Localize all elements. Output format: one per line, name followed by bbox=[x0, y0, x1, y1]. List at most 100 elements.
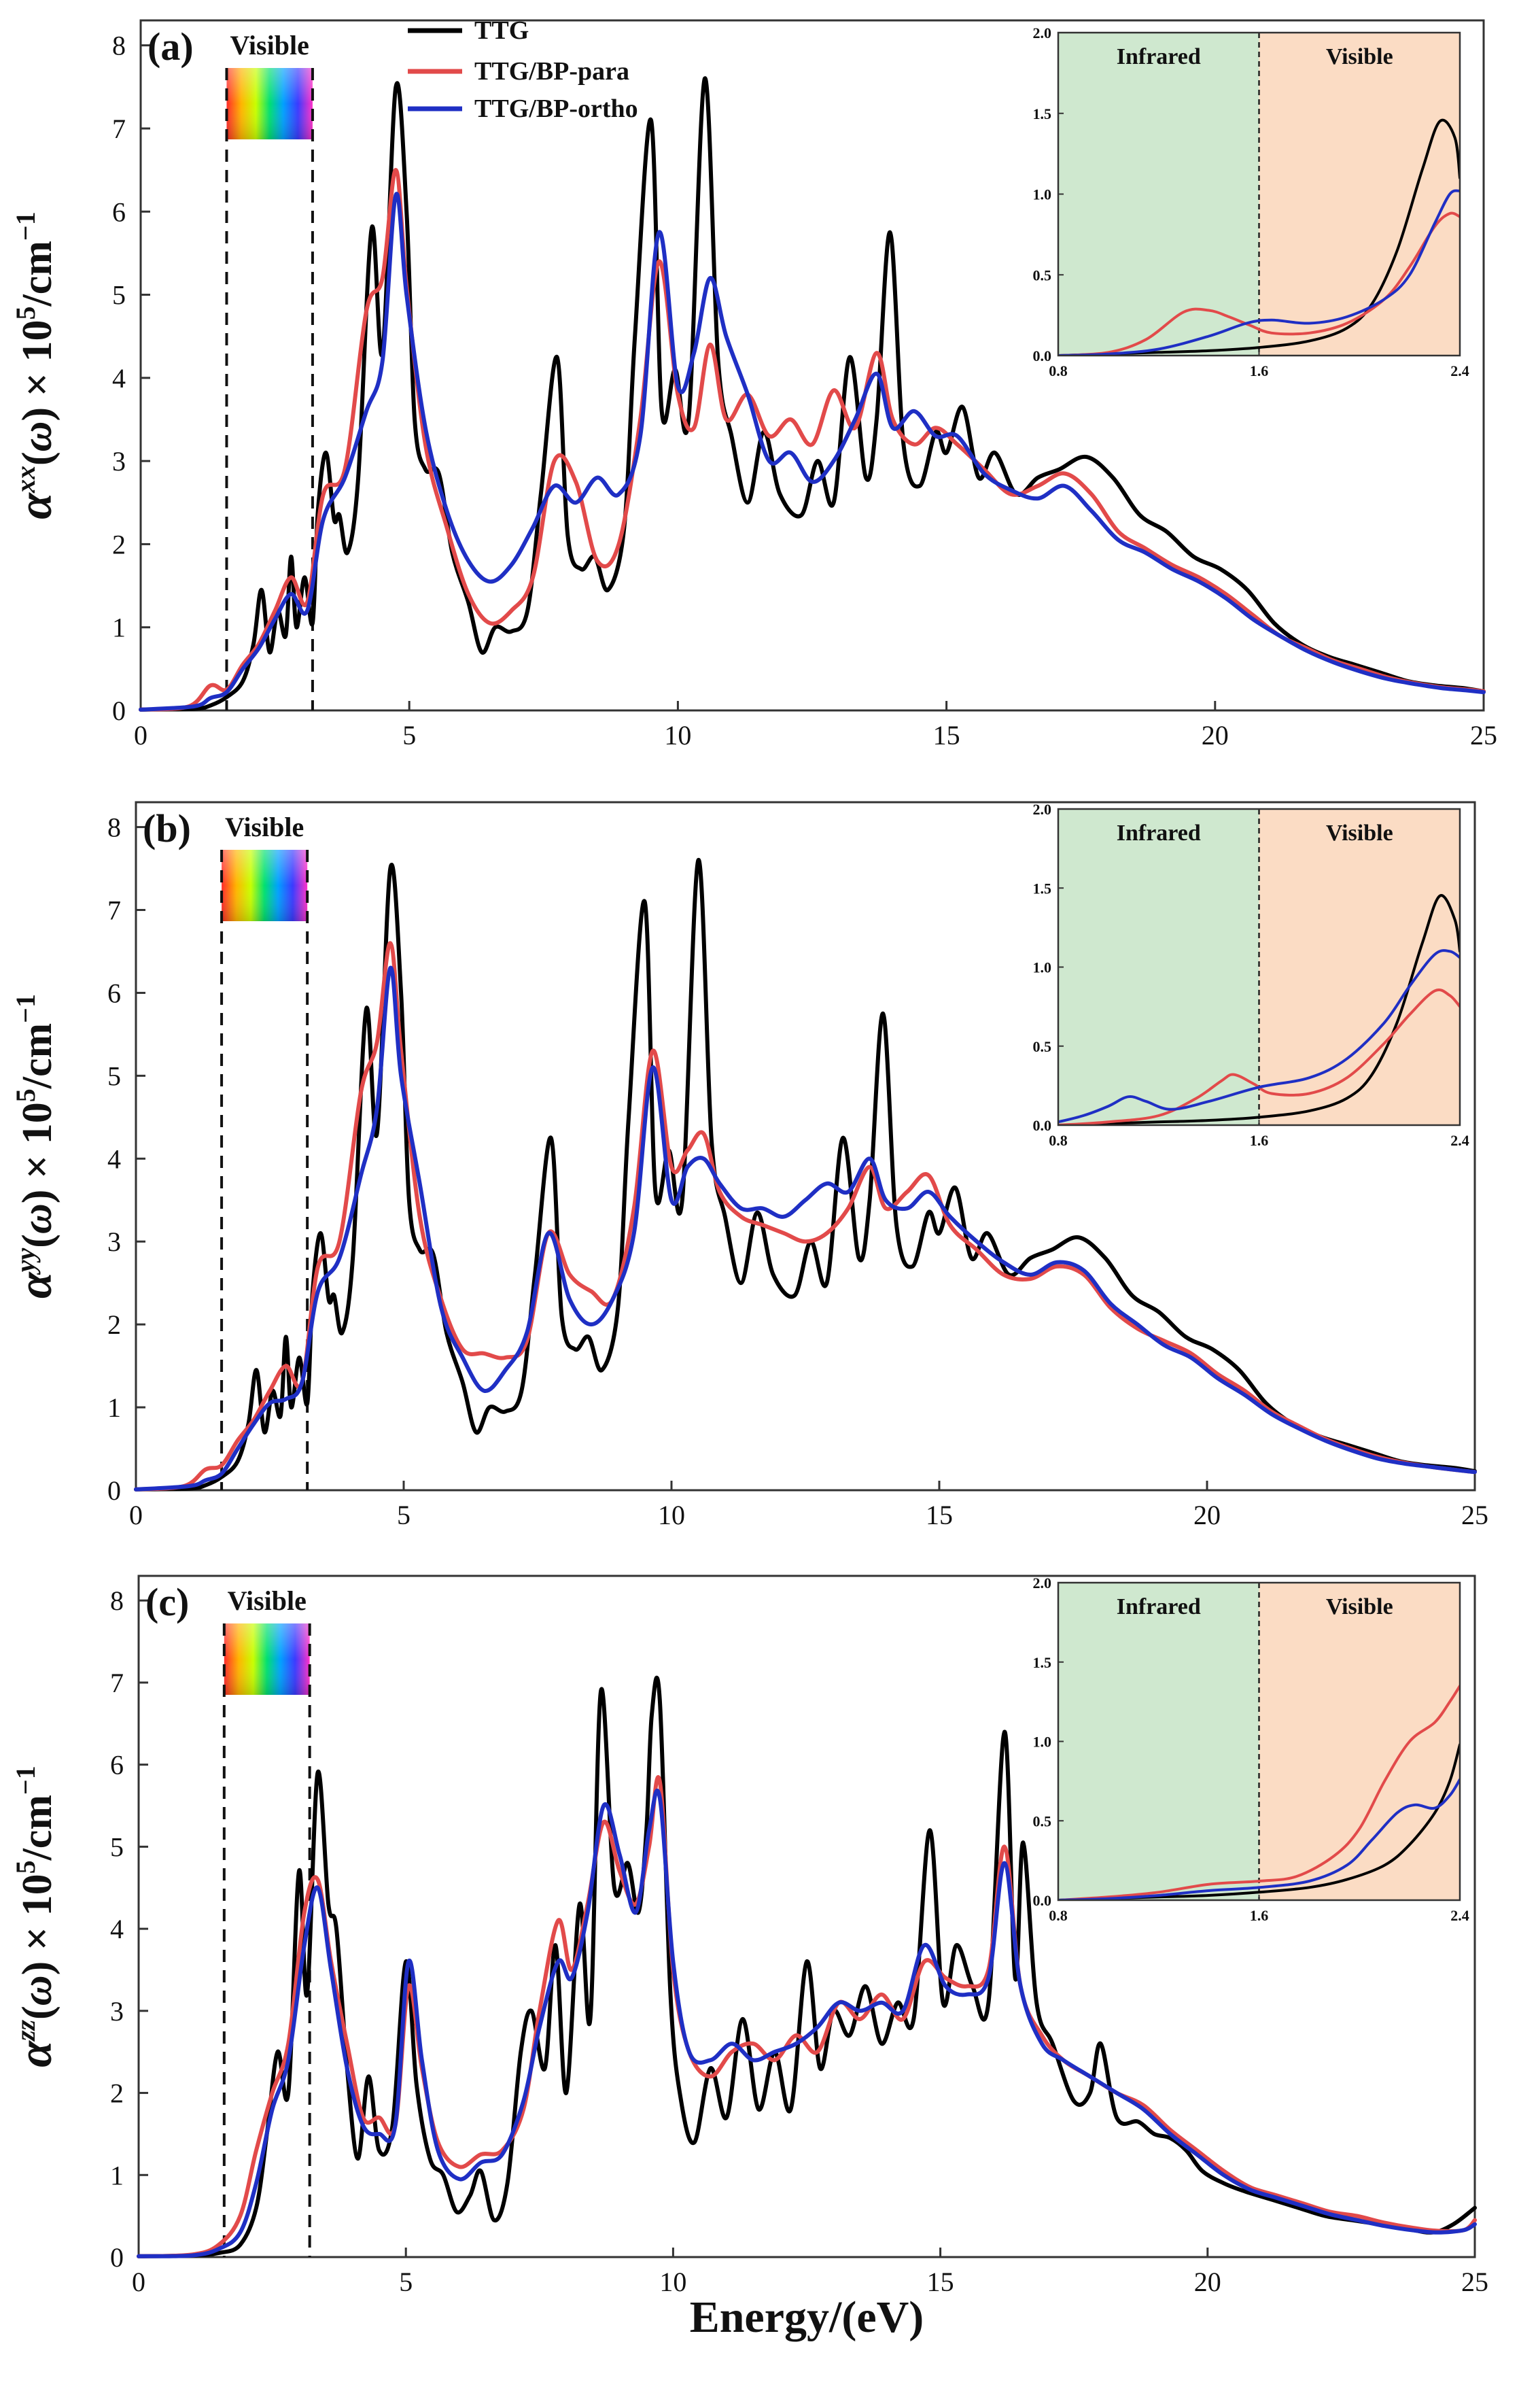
y-axis-label-part: /cm bbox=[14, 241, 60, 307]
inset-infrared-label: Infrared bbox=[1117, 821, 1201, 846]
inset-series-line-ttg-bp-ortho bbox=[1058, 1778, 1460, 1900]
visible-spectrum-shade bbox=[226, 68, 313, 139]
visible-window-label: Visible bbox=[225, 812, 304, 842]
inset-y-tick-label: 1.5 bbox=[1033, 105, 1052, 122]
inset-y-tick-label: 2.0 bbox=[1033, 801, 1052, 818]
inset-x-tick-label: 1.6 bbox=[1250, 1907, 1269, 1924]
inset-y-tick-label: 1.5 bbox=[1033, 880, 1052, 897]
inset-visible-label: Visible bbox=[1326, 44, 1393, 69]
x-tick-label: 5 bbox=[402, 720, 416, 751]
inset-visible-region bbox=[1259, 809, 1460, 1125]
y-axis-label-part: zz bbox=[10, 2019, 41, 2042]
series-line-ttg bbox=[134, 858, 1477, 1492]
inset-x-tick-label: 2.4 bbox=[1450, 362, 1469, 379]
x-tick-label: 15 bbox=[933, 720, 960, 751]
inset-y-tick-label: 0.0 bbox=[1033, 1892, 1052, 1909]
y-tick-label: 6 bbox=[107, 978, 121, 1008]
inset-y-tick-label: 0.5 bbox=[1033, 1038, 1052, 1055]
inset-y-tick-label: 0.0 bbox=[1033, 347, 1052, 364]
inset-y-tick-label: 1.0 bbox=[1033, 1734, 1052, 1751]
y-tick-label: 3 bbox=[107, 1226, 121, 1257]
inset-series-line-ttg bbox=[1058, 118, 1460, 356]
inset-y-tick-label: 2.0 bbox=[1033, 24, 1052, 41]
y-axis-label-part: /cm bbox=[14, 1795, 60, 1861]
y-tick-label: 5 bbox=[112, 280, 126, 311]
y-tick-label: 6 bbox=[110, 1750, 124, 1781]
y-tick-label: 4 bbox=[107, 1143, 121, 1174]
visible-spectrum-shade bbox=[222, 850, 308, 921]
x-tick-label: 20 bbox=[1194, 2267, 1221, 2297]
inset-y-tick-label: 2.0 bbox=[1033, 1575, 1052, 1592]
x-tick-label: 25 bbox=[1470, 720, 1497, 751]
x-tick-label: 0 bbox=[134, 720, 147, 751]
x-tick-label: 0 bbox=[132, 2267, 145, 2297]
inset-y-tick-label: 0.0 bbox=[1033, 1117, 1052, 1134]
y-tick-label: 1 bbox=[112, 613, 126, 643]
series-line-ttg-bp-para bbox=[134, 941, 1477, 1492]
x-tick-label: 0 bbox=[129, 1500, 143, 1530]
inset-series-line-ttg bbox=[1058, 894, 1460, 1125]
series-line-ttg-bp-ortho bbox=[137, 1789, 1477, 2258]
legend-label-0: TTG bbox=[474, 16, 529, 45]
y-tick-label: 8 bbox=[110, 1585, 124, 1616]
y-tick-label: 5 bbox=[107, 1061, 121, 1091]
visible-spectrum-shade bbox=[224, 1623, 310, 1695]
x-tick-label: 5 bbox=[399, 2267, 413, 2297]
x-tick-label: 10 bbox=[659, 2267, 686, 2297]
x-tick-label: 5 bbox=[397, 1500, 411, 1530]
inset-y-tick-label: 1.0 bbox=[1033, 959, 1052, 976]
x-tick-label: 10 bbox=[658, 1500, 685, 1530]
y-axis-label-part: 5 bbox=[10, 306, 41, 320]
y-tick-label: 5 bbox=[110, 1831, 124, 1862]
inset-infrared-region bbox=[1058, 809, 1259, 1125]
y-tick-label: 6 bbox=[112, 196, 126, 227]
panel-label: (a) bbox=[147, 24, 194, 69]
x-tick-label: 15 bbox=[926, 1500, 953, 1530]
inset-x-tick-label: 1.6 bbox=[1250, 362, 1269, 379]
panel-label: (b) bbox=[143, 806, 191, 850]
y-axis-label-part: yy bbox=[10, 1248, 41, 1275]
inset-x-tick-label: 0.8 bbox=[1049, 1132, 1068, 1149]
inset-curves bbox=[1058, 118, 1460, 356]
y-axis-label-part: −1 bbox=[10, 994, 41, 1023]
y-tick-label: 0 bbox=[112, 695, 126, 726]
y-axis-label-part: α bbox=[10, 492, 62, 519]
inset-curves bbox=[1058, 894, 1460, 1125]
inset-y-tick-label: 1.0 bbox=[1033, 186, 1052, 203]
y-tick-label: 0 bbox=[107, 1475, 121, 1506]
y-axis-label-part: −1 bbox=[10, 1766, 41, 1795]
x-tick-label: 25 bbox=[1461, 2267, 1488, 2297]
y-axis-label-part: ) × 10 bbox=[14, 1102, 60, 1203]
y-tick-label: 0 bbox=[110, 2242, 124, 2273]
y-tick-label: 2 bbox=[107, 1309, 121, 1340]
y-tick-label: 4 bbox=[110, 1914, 124, 1944]
y-axis-label-part: α bbox=[10, 2040, 62, 2067]
inset-series-line-ttg-bp-para bbox=[1058, 988, 1460, 1125]
y-tick-label: 1 bbox=[110, 2160, 124, 2190]
inset-visible-label: Visible bbox=[1326, 821, 1393, 846]
y-tick-label: 8 bbox=[112, 31, 126, 61]
y-tick-label: 4 bbox=[112, 363, 126, 394]
y-tick-label: 3 bbox=[112, 446, 126, 477]
inset-series-line-ttg-bp-ortho bbox=[1058, 949, 1460, 1124]
y-tick-label: 7 bbox=[112, 114, 126, 144]
inset-x-tick-label: 2.4 bbox=[1450, 1907, 1469, 1924]
y-tick-label: 8 bbox=[107, 812, 121, 843]
y-axis-label-part: ) × 10 bbox=[14, 320, 60, 421]
inset-y-tick-label: 0.5 bbox=[1033, 1812, 1052, 1829]
x-tick-label: 10 bbox=[664, 720, 691, 751]
x-tick-label: 15 bbox=[927, 2267, 954, 2297]
y-tick-label: 2 bbox=[112, 529, 126, 560]
inset-series-line-ttg-bp-para bbox=[1058, 1684, 1460, 1900]
legend-label-1: TTG/BP-para bbox=[474, 57, 629, 86]
inset-visible-region bbox=[1259, 1583, 1460, 1900]
inset: Infrared Visible 0.8 1.6 2.4 0.0 0.5 1.0 1.5 2.0 bbox=[1033, 24, 1469, 379]
visible-window-label: Visible bbox=[228, 1585, 307, 1616]
panel-label: (c) bbox=[145, 1580, 189, 1624]
y-axis-label: αyy(ω) × 105/cm−1 bbox=[10, 994, 62, 1298]
y-tick-label: 3 bbox=[110, 1996, 124, 2027]
x-tick-label: 20 bbox=[1202, 720, 1229, 751]
y-axis-label-part: 5 bbox=[10, 1860, 41, 1874]
